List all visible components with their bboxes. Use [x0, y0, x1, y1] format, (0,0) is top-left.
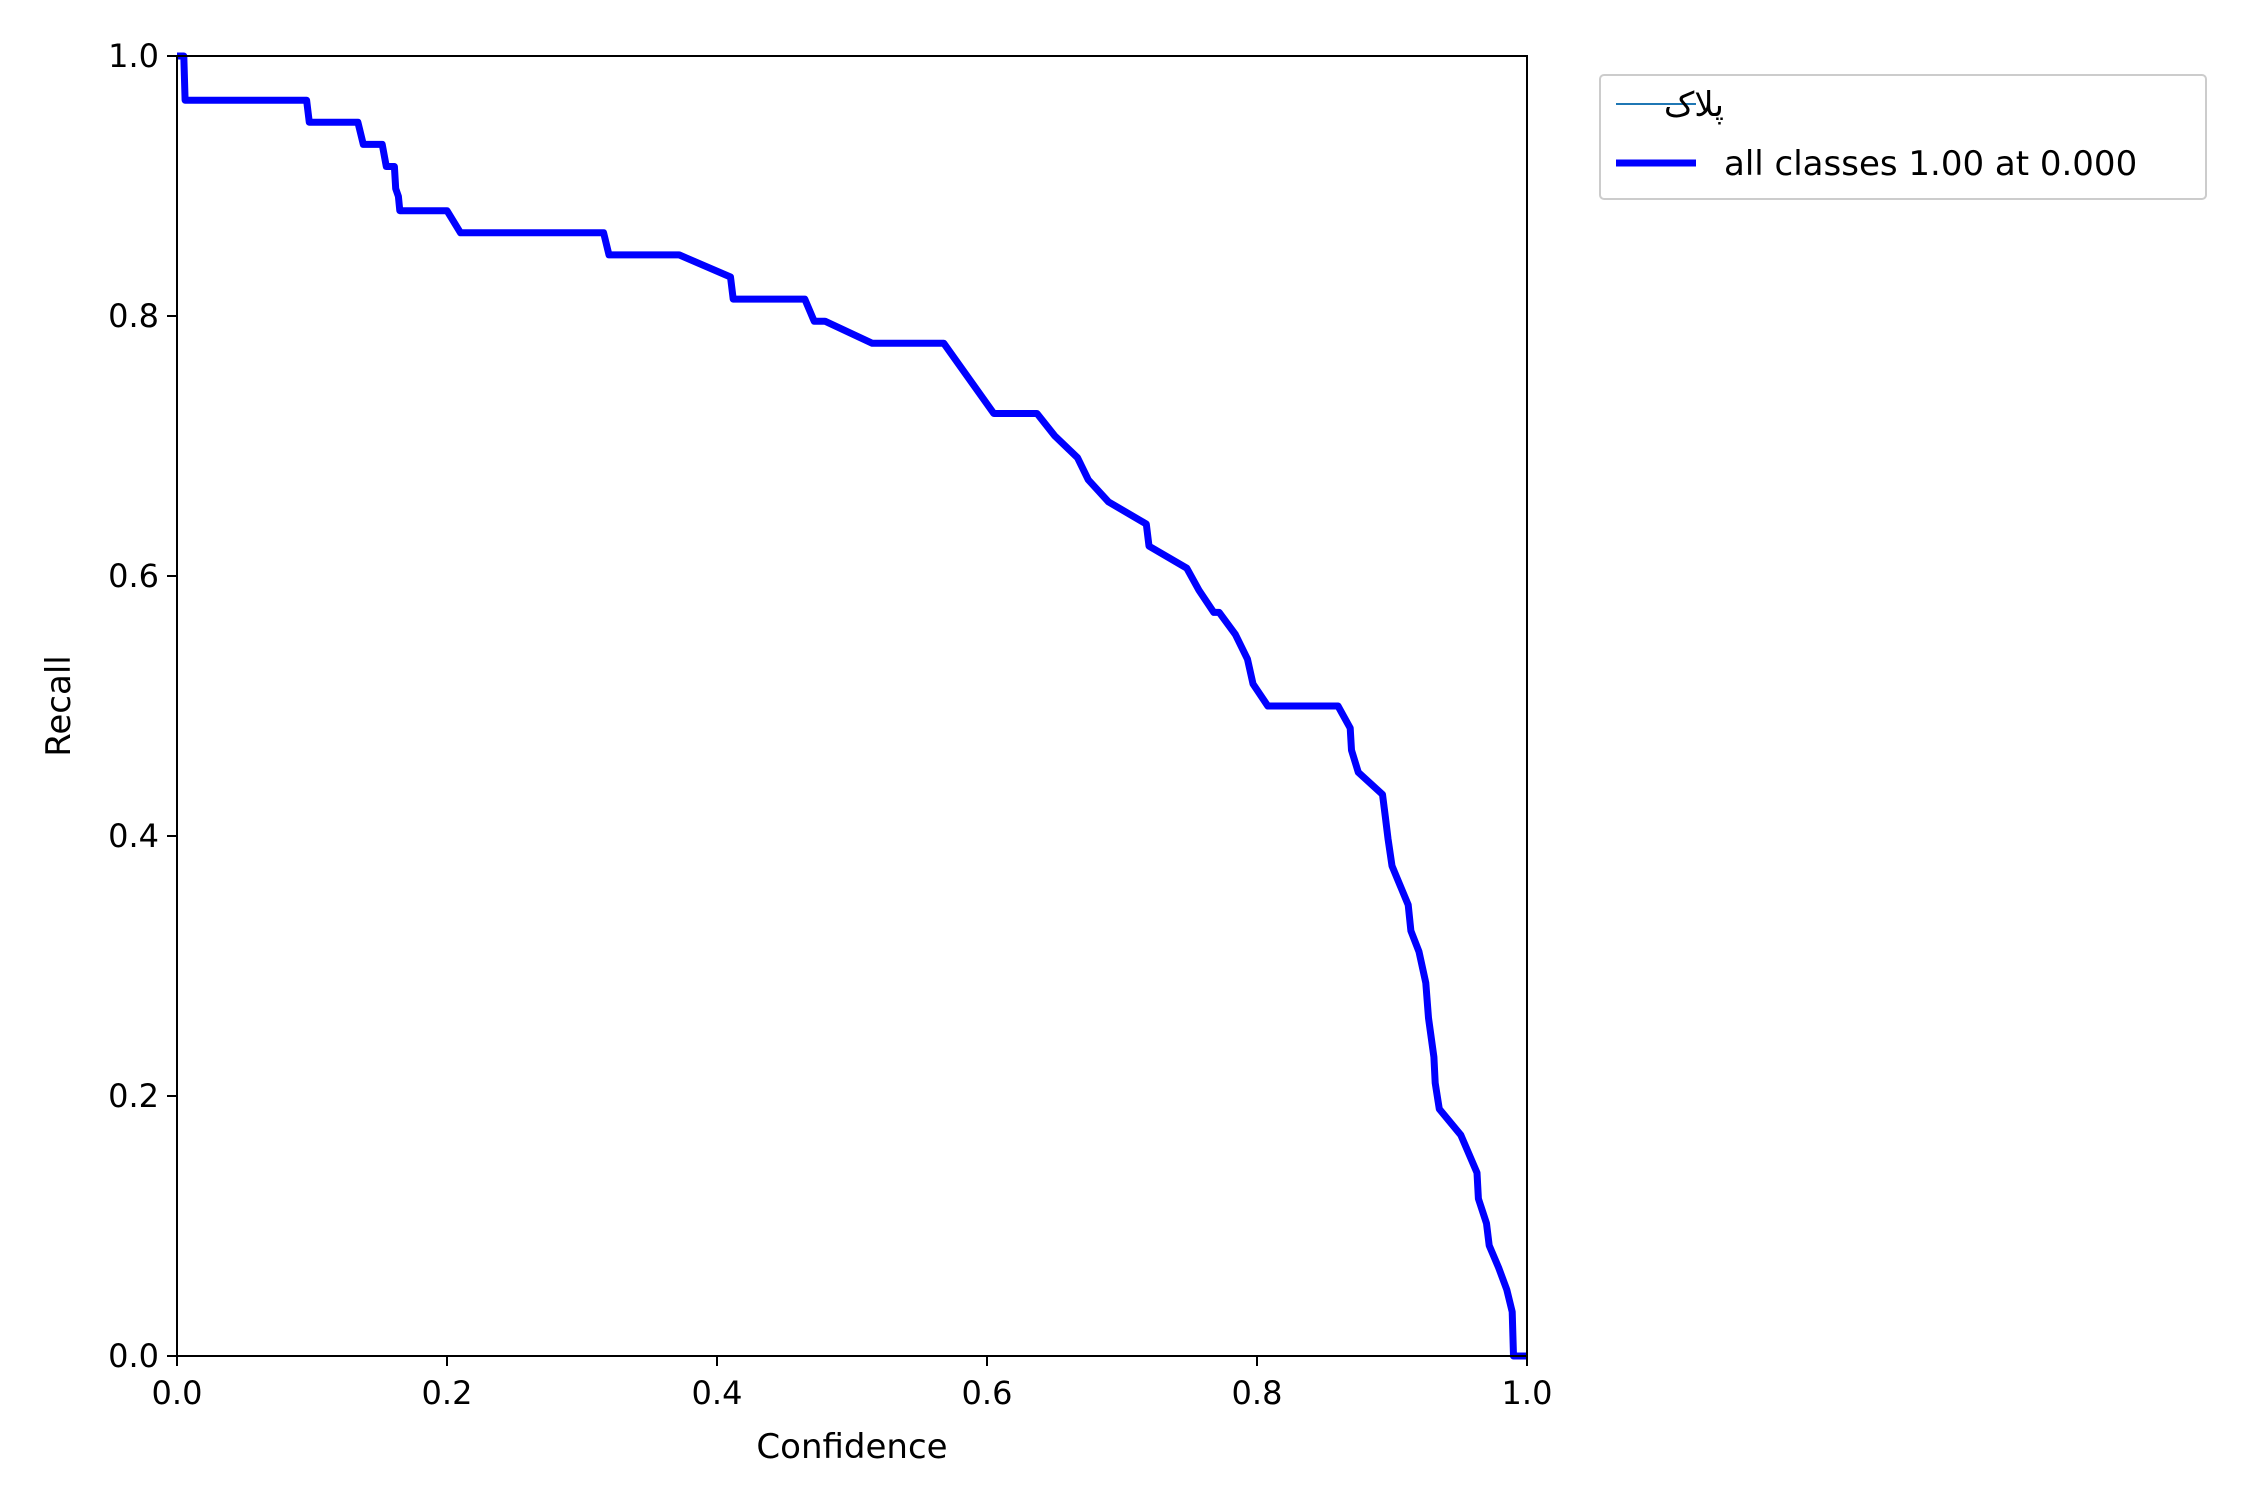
y-tick-label: 0.0	[108, 1337, 159, 1375]
x-tick-label: 0.8	[1232, 1374, 1283, 1412]
x-tick-label: 0.0	[152, 1374, 203, 1412]
y-tick-label: 0.6	[108, 557, 159, 595]
x-tick-label: 0.6	[962, 1374, 1013, 1412]
y-tick-label: 1.0	[108, 37, 159, 75]
y-tick-label: 0.4	[108, 817, 159, 855]
x-tick-label: 1.0	[1502, 1374, 1553, 1412]
y-axis-label: Recall	[39, 655, 79, 756]
series-layer	[177, 52, 1527, 1360]
x-tick-label: 0.4	[692, 1374, 743, 1412]
plot-frame	[176, 55, 1528, 1357]
y-axis-ticks: 0.0 0.2 0.4 0.6 0.8 1.0	[108, 37, 177, 1375]
x-tick-label: 0.2	[422, 1374, 473, 1412]
y-tick-label: 0.8	[108, 297, 159, 335]
legend: پلاک all classes 1.00 at 0.000	[1599, 74, 2207, 200]
legend-label-plate: پلاک	[1664, 85, 1724, 125]
x-axis-label: Confidence	[756, 1427, 947, 1467]
series-line-1	[177, 52, 1527, 1360]
legend-box	[1599, 74, 2207, 200]
x-axis-ticks: 0.0 0.2 0.4 0.6 0.8 1.0	[152, 1356, 1553, 1412]
legend-label-all-classes: all classes 1.00 at 0.000	[1724, 144, 2137, 184]
y-tick-label: 0.2	[108, 1077, 159, 1115]
